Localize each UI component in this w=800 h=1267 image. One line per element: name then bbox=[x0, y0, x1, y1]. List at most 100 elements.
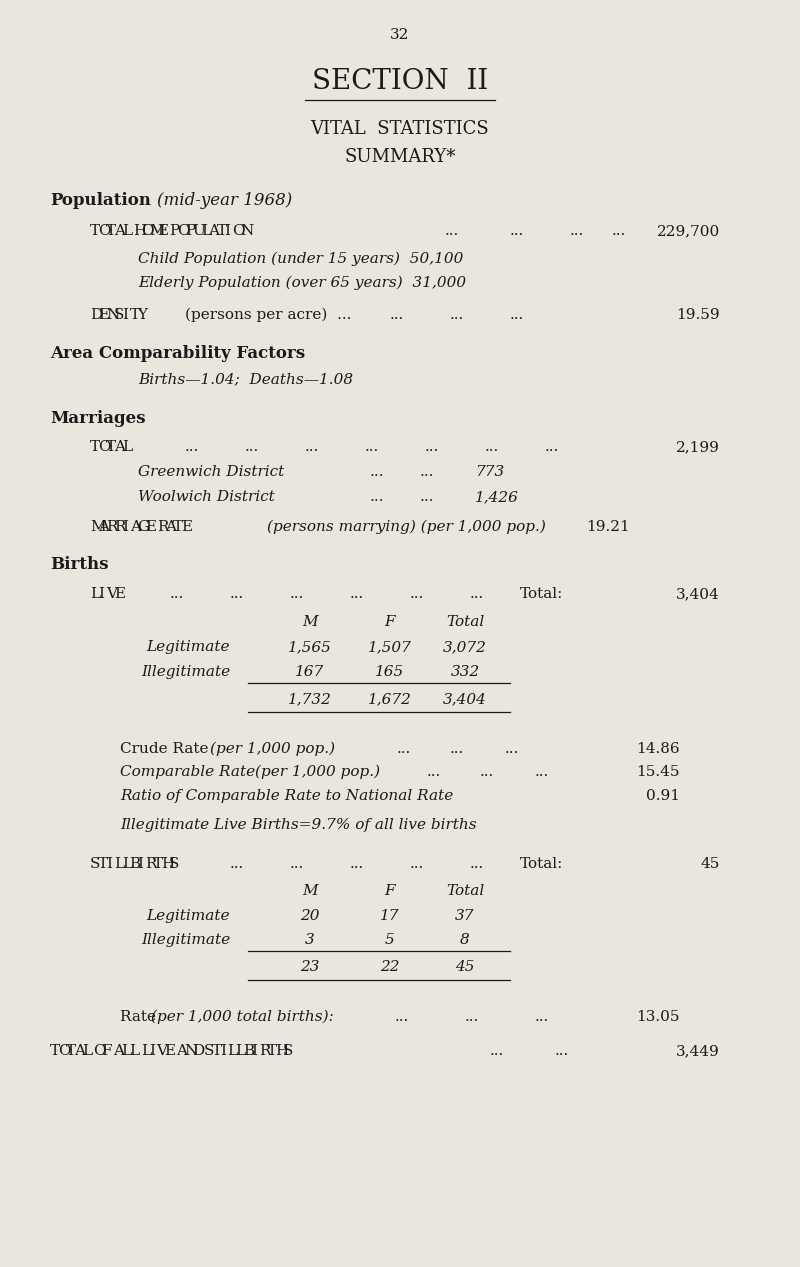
Text: T: T bbox=[106, 224, 116, 238]
Text: 2,199: 2,199 bbox=[676, 440, 720, 454]
Text: I: I bbox=[220, 1044, 226, 1058]
Text: R: R bbox=[259, 1044, 271, 1058]
Text: S: S bbox=[114, 308, 124, 322]
Text: 3: 3 bbox=[305, 933, 315, 946]
Text: A: A bbox=[113, 1044, 124, 1058]
Text: P: P bbox=[169, 224, 179, 238]
Text: U: U bbox=[193, 224, 206, 238]
Text: T: T bbox=[90, 440, 100, 454]
Text: I: I bbox=[251, 1044, 258, 1058]
Text: 3,404: 3,404 bbox=[676, 587, 720, 601]
Text: ...: ... bbox=[290, 587, 304, 601]
Text: I: I bbox=[122, 308, 128, 322]
Text: ...: ... bbox=[505, 742, 519, 756]
Text: Comparable Rate: Comparable Rate bbox=[120, 765, 260, 779]
Text: ...: ... bbox=[350, 587, 364, 601]
Text: ...: ... bbox=[425, 440, 439, 454]
Text: Total: Total bbox=[446, 884, 484, 898]
Text: 1,507: 1,507 bbox=[368, 640, 412, 654]
Text: SUMMARY*: SUMMARY* bbox=[344, 148, 456, 166]
Text: A: A bbox=[114, 224, 125, 238]
Text: Child Population (under 15 years)  50,100: Child Population (under 15 years) 50,100 bbox=[138, 252, 463, 266]
Text: ...: ... bbox=[420, 465, 434, 479]
Text: 15.45: 15.45 bbox=[637, 765, 680, 779]
Text: A: A bbox=[114, 440, 125, 454]
Text: I: I bbox=[149, 1044, 154, 1058]
Text: 5: 5 bbox=[385, 933, 395, 946]
Text: Crude Rate: Crude Rate bbox=[120, 742, 214, 756]
Text: Y: Y bbox=[138, 308, 147, 322]
Text: T: T bbox=[130, 308, 140, 322]
Text: N: N bbox=[106, 308, 119, 322]
Text: F: F bbox=[385, 614, 395, 628]
Text: D: D bbox=[192, 1044, 204, 1058]
Text: O: O bbox=[98, 224, 110, 238]
Text: E: E bbox=[165, 1044, 176, 1058]
Text: 13.05: 13.05 bbox=[637, 1010, 680, 1024]
Text: O: O bbox=[94, 1044, 106, 1058]
Text: Population: Population bbox=[50, 193, 151, 209]
Text: 165: 165 bbox=[375, 665, 405, 679]
Text: ...: ... bbox=[420, 490, 434, 504]
Text: V: V bbox=[106, 587, 117, 601]
Text: A: A bbox=[176, 1044, 187, 1058]
Text: T: T bbox=[106, 440, 116, 454]
Text: M: M bbox=[302, 614, 318, 628]
Text: Elderly Population (over 65 years)  31,000: Elderly Population (over 65 years) 31,00… bbox=[138, 276, 466, 290]
Text: Ratio of Comparable Rate to National Rate: Ratio of Comparable Rate to National Rat… bbox=[120, 789, 454, 803]
Text: VITAL  STATISTICS: VITAL STATISTICS bbox=[310, 120, 490, 138]
Text: H: H bbox=[162, 856, 174, 870]
Text: 167: 167 bbox=[295, 665, 325, 679]
Text: Marriages: Marriages bbox=[50, 411, 146, 427]
Text: 14.86: 14.86 bbox=[636, 742, 680, 756]
Text: 3,072: 3,072 bbox=[443, 640, 487, 654]
Text: ...: ... bbox=[185, 440, 199, 454]
Text: ...: ... bbox=[365, 440, 379, 454]
Text: ...: ... bbox=[305, 440, 319, 454]
Text: ...: ... bbox=[535, 765, 550, 779]
Text: 32: 32 bbox=[390, 28, 410, 42]
Text: T: T bbox=[50, 1044, 60, 1058]
Text: 1,565: 1,565 bbox=[288, 640, 332, 654]
Text: M: M bbox=[90, 519, 106, 533]
Text: ...: ... bbox=[450, 742, 464, 756]
Text: E: E bbox=[114, 587, 125, 601]
Text: E: E bbox=[146, 519, 157, 533]
Text: M: M bbox=[302, 884, 318, 898]
Text: T: T bbox=[154, 856, 163, 870]
Text: S: S bbox=[169, 856, 179, 870]
Text: ...: ... bbox=[410, 587, 424, 601]
Text: M: M bbox=[150, 224, 165, 238]
Text: ...: ... bbox=[370, 490, 385, 504]
Text: 45: 45 bbox=[455, 960, 474, 974]
Text: Legitimate: Legitimate bbox=[146, 908, 230, 922]
Text: ...: ... bbox=[485, 440, 499, 454]
Text: (persons marrying) (per 1,000 pop.): (persons marrying) (per 1,000 pop.) bbox=[267, 519, 546, 535]
Text: I: I bbox=[106, 856, 112, 870]
Text: P: P bbox=[185, 224, 195, 238]
Text: ...: ... bbox=[445, 224, 459, 238]
Text: ...: ... bbox=[370, 465, 385, 479]
Text: Illegitimate: Illegitimate bbox=[141, 933, 230, 946]
Text: 1,672: 1,672 bbox=[368, 692, 412, 706]
Text: L: L bbox=[122, 856, 132, 870]
Text: 3,404: 3,404 bbox=[443, 692, 487, 706]
Text: V: V bbox=[157, 1044, 167, 1058]
Text: L: L bbox=[122, 440, 132, 454]
Text: ...: ... bbox=[470, 587, 484, 601]
Text: (per 1,000 total births):: (per 1,000 total births): bbox=[151, 1010, 334, 1025]
Text: G: G bbox=[138, 519, 150, 533]
Text: T: T bbox=[212, 1044, 222, 1058]
Text: L: L bbox=[114, 856, 124, 870]
Text: ...: ... bbox=[510, 308, 524, 322]
Text: ...: ... bbox=[230, 587, 244, 601]
Text: I: I bbox=[98, 587, 104, 601]
Text: ...: ... bbox=[390, 308, 404, 322]
Text: 22: 22 bbox=[380, 960, 400, 974]
Text: 23: 23 bbox=[300, 960, 320, 974]
Text: T: T bbox=[98, 856, 108, 870]
Text: (per 1,000 pop.): (per 1,000 pop.) bbox=[210, 742, 335, 756]
Text: Total: Total bbox=[446, 614, 484, 628]
Text: R: R bbox=[158, 519, 169, 533]
Text: Area Comparability Factors: Area Comparability Factors bbox=[50, 345, 305, 362]
